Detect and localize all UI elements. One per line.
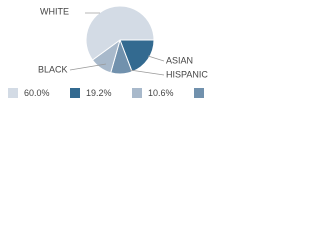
pie-slice: [119, 39, 155, 73]
legend-swatch: [8, 88, 18, 98]
legend-swatch: [70, 88, 80, 98]
pie-slice: [85, 5, 155, 61]
slice-label: WHITE: [40, 6, 69, 16]
leader-line: [147, 55, 165, 62]
leader-line: [129, 69, 165, 76]
chart: WHITE ASIAN BLACK HISPANIC 60.0% 19.2% 10.6%: [8, 5, 208, 98]
slice-label: ASIAN: [166, 55, 193, 65]
legend-swatch: [132, 88, 142, 98]
legend-label: 19.2%: [86, 88, 112, 98]
legend-label: 60.0%: [24, 88, 50, 98]
slice-label: HISPANIC: [166, 69, 208, 79]
legend-label: 10.6%: [148, 88, 174, 98]
slice-label: BLACK: [38, 64, 68, 74]
leader-line: [69, 63, 107, 71]
legend-swatch: [194, 88, 204, 98]
